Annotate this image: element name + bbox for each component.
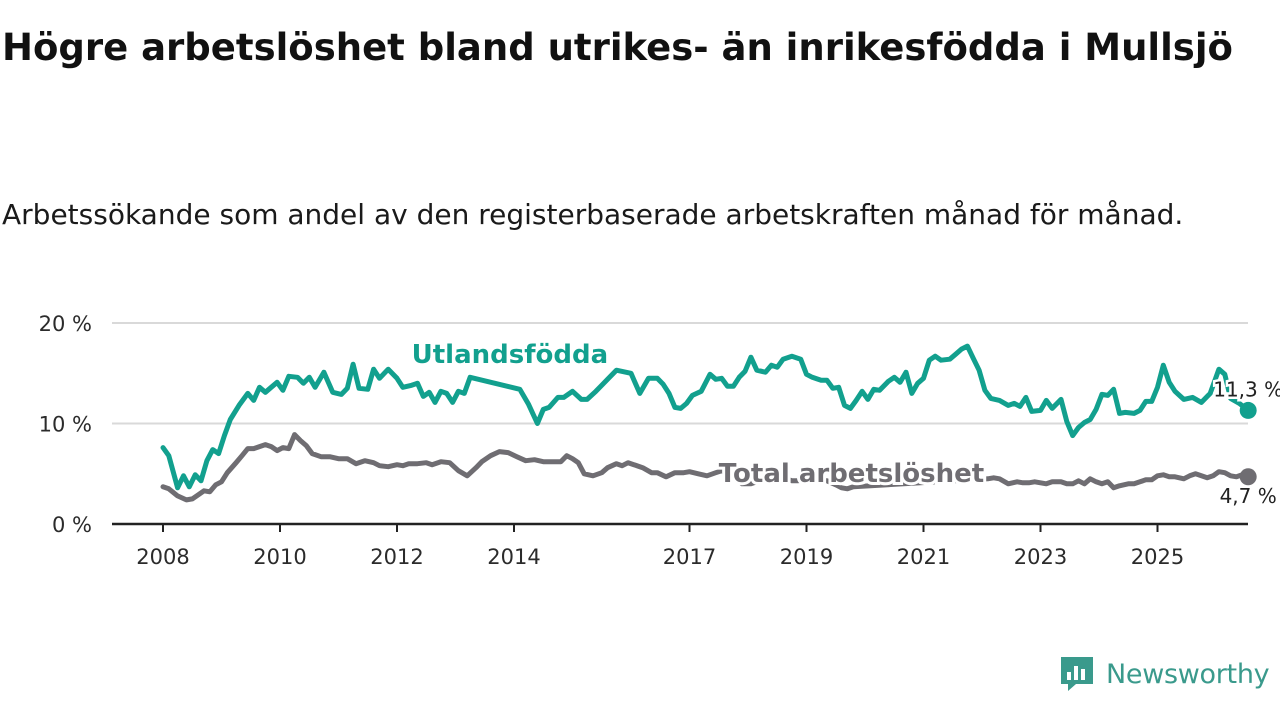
x-tick-label: 2014 <box>487 545 540 569</box>
chart-subtitle: Arbetssökande som andel av den registerb… <box>2 198 1184 231</box>
line-chart: 0 % 10 % 20 % 2008 2010 2012 2014 2017 2019 2021… <box>39 312 1280 569</box>
y-tick-label: 10 % <box>39 413 92 437</box>
end-point-total <box>1239 468 1257 486</box>
x-tick-label: 2010 <box>253 545 306 569</box>
newsworthy-logo: Newsworthy <box>1058 652 1270 696</box>
y-tick-label: 20 % <box>39 312 92 336</box>
series-line-total <box>160 432 1251 503</box>
x-tick-label: 2019 <box>780 545 833 569</box>
chart-title: Högre arbetslöshet bland utrikes- än inr… <box>2 26 1233 69</box>
brand-name: Newsworthy <box>1106 658 1270 690</box>
x-tick-label: 2021 <box>897 545 950 569</box>
series-line-utlandsfodda <box>160 343 1251 491</box>
series-lines <box>160 343 1257 503</box>
series-label-total: Total arbetslöshet <box>719 459 984 489</box>
end-label-total: 4,7 % <box>1220 484 1277 508</box>
x-tick-label: 2008 <box>136 545 189 569</box>
x-tick-label: 2012 <box>370 545 423 569</box>
y-axis-ticks: 0 % 10 % 20 % <box>39 312 92 537</box>
y-tick-label: 0 % <box>52 513 92 537</box>
x-tick-label: 2023 <box>1014 545 1067 569</box>
end-label-utlandsfodda: 11,3 % <box>1213 377 1280 401</box>
series-labels: Utlandsfödda Total arbetslöshet 11,3 % 4,7 … <box>409 337 1280 510</box>
x-tick-label: 2025 <box>1131 545 1184 569</box>
x-axis-ticks: 2008 2010 2012 2014 2017 2019 2021 2023 2025 <box>136 524 1184 569</box>
series-label-utlandsfodda: Utlandsfödda <box>412 340 609 370</box>
gridlines <box>112 322 1248 425</box>
newsworthy-logo-icon <box>1061 657 1093 691</box>
end-point-utlandsfodda <box>1239 401 1257 419</box>
x-tick-label: 2017 <box>663 545 716 569</box>
